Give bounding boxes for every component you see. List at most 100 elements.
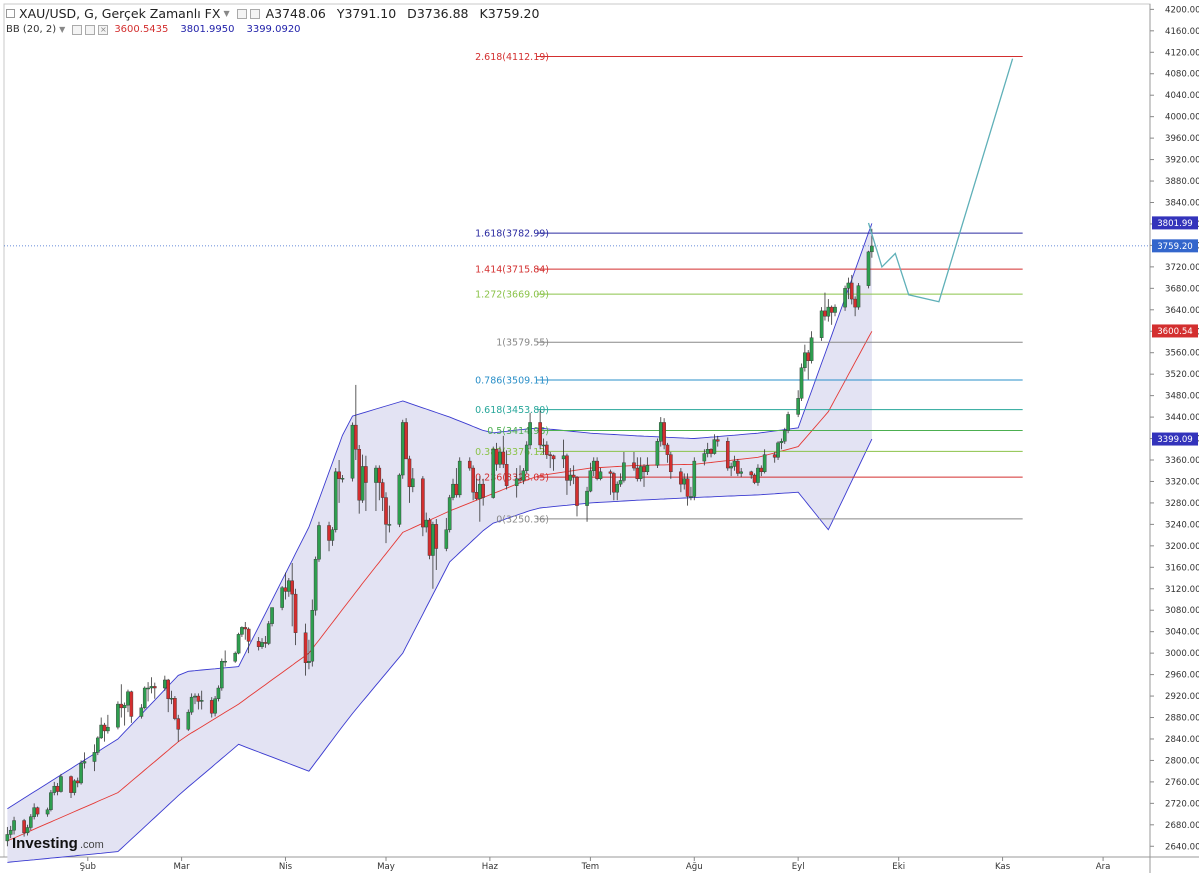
x-tick-label: Ara xyxy=(1096,862,1111,872)
x-tick-label: Eyl xyxy=(792,862,805,872)
y-tick-label: 3360.00 xyxy=(1165,456,1199,466)
candle-body xyxy=(826,306,831,317)
investing-logo-suffix: .com xyxy=(80,839,104,851)
candle-body xyxy=(240,627,244,635)
bb-upper-value: 3801.9950 xyxy=(180,24,235,35)
y-tick-label: 2680.00 xyxy=(1165,821,1199,831)
x-tick-label: Nis xyxy=(279,862,293,872)
investing-logo-text: Investing xyxy=(12,835,78,852)
candle-body xyxy=(571,474,576,478)
indicator-chevron-down-icon[interactable]: ▼ xyxy=(59,25,66,34)
candle-body xyxy=(45,809,50,815)
y-tick-label: 3040.00 xyxy=(1165,628,1199,638)
candle-body xyxy=(189,696,194,713)
candle-body xyxy=(799,367,804,399)
candle-body xyxy=(223,660,227,663)
candle-body xyxy=(595,460,599,479)
candle-body xyxy=(313,559,318,611)
candle-body xyxy=(49,792,53,810)
candle-body xyxy=(163,679,167,689)
candle-body xyxy=(22,820,26,834)
candle-body xyxy=(575,476,579,506)
y-tick-label: 3920.00 xyxy=(1165,156,1199,166)
candle-body xyxy=(685,478,690,497)
candle-body xyxy=(444,529,449,549)
x-tick-label: Kas xyxy=(995,862,1011,872)
candle-body xyxy=(400,422,405,476)
candle-body xyxy=(833,306,837,313)
y-tick-label: 3000.00 xyxy=(1165,649,1199,659)
candle-body xyxy=(256,641,261,647)
price-marker-box xyxy=(1152,216,1198,230)
y-tick-label: 3080.00 xyxy=(1165,606,1199,616)
candle-body xyxy=(856,285,861,308)
candle-body xyxy=(102,724,107,732)
candle-body xyxy=(642,466,646,473)
visibility-toggle-icon[interactable] xyxy=(249,8,260,19)
candle-body xyxy=(545,444,549,455)
candle-body xyxy=(12,820,16,831)
candle-body xyxy=(186,711,191,730)
candle-body xyxy=(411,478,415,488)
settings-toggle-icon[interactable] xyxy=(236,8,247,19)
price-marker-label: 3801.99 xyxy=(1157,219,1193,229)
bb-lower-value: 3399.0920 xyxy=(246,24,301,35)
bollinger-lower-line xyxy=(7,438,873,863)
candle-body xyxy=(645,465,650,473)
ohlc-high-value: 3791.10 xyxy=(344,6,397,21)
candle-body xyxy=(199,700,204,702)
candle-body xyxy=(364,466,368,483)
candle-body xyxy=(260,642,264,647)
y-tick-label: 2880.00 xyxy=(1165,714,1199,724)
candle-body xyxy=(491,449,496,498)
candle-body xyxy=(32,807,36,817)
candle-body xyxy=(25,827,30,834)
y-tick-label: 3720.00 xyxy=(1165,263,1199,273)
candle-body xyxy=(79,762,83,784)
candle-body xyxy=(35,807,40,815)
indicator-close-icon[interactable]: × xyxy=(98,24,109,35)
symbol-color-swatch xyxy=(6,9,15,18)
investing-logo: Investing .com xyxy=(12,835,104,852)
indicator-settings-icon[interactable] xyxy=(72,24,83,35)
candle-body xyxy=(819,310,824,338)
candle-body xyxy=(705,449,710,454)
candle-body xyxy=(173,698,177,719)
candle-body xyxy=(407,458,412,488)
candle-body xyxy=(290,580,294,595)
price-marker-box xyxy=(1152,324,1198,338)
candle-body xyxy=(759,467,764,473)
candle-body xyxy=(618,480,623,485)
candle-body xyxy=(709,449,713,454)
candle-body xyxy=(679,471,683,485)
candle-body xyxy=(454,483,459,496)
y-tick-label: 2720.00 xyxy=(1165,799,1199,809)
chevron-down-icon[interactable]: ▼ xyxy=(223,9,230,18)
bb-middle-value: 3600.5435 xyxy=(114,24,169,35)
candle-body xyxy=(870,245,874,253)
candle-body xyxy=(233,652,238,662)
candle-body xyxy=(377,467,382,483)
candle-body xyxy=(421,478,425,528)
candle-body xyxy=(504,464,509,486)
candle-body xyxy=(843,288,847,308)
candle-body xyxy=(829,306,834,313)
candle-body xyxy=(55,785,60,792)
y-tick-label: 3680.00 xyxy=(1165,284,1199,294)
indicator-visibility-icon[interactable] xyxy=(85,24,96,35)
candle-body xyxy=(588,470,593,492)
y-tick-label: 3560.00 xyxy=(1165,349,1199,359)
candle-body xyxy=(749,471,754,476)
candle-body xyxy=(524,444,529,471)
candle-body xyxy=(404,422,408,460)
candle-body xyxy=(92,752,97,762)
candle-body xyxy=(293,593,298,633)
candle-body xyxy=(397,474,402,525)
candle-body xyxy=(176,718,181,730)
candle-body xyxy=(612,473,616,493)
candle-body xyxy=(803,352,807,368)
candle-body xyxy=(280,587,284,608)
candle-body xyxy=(213,698,217,714)
candle-body xyxy=(266,623,271,644)
